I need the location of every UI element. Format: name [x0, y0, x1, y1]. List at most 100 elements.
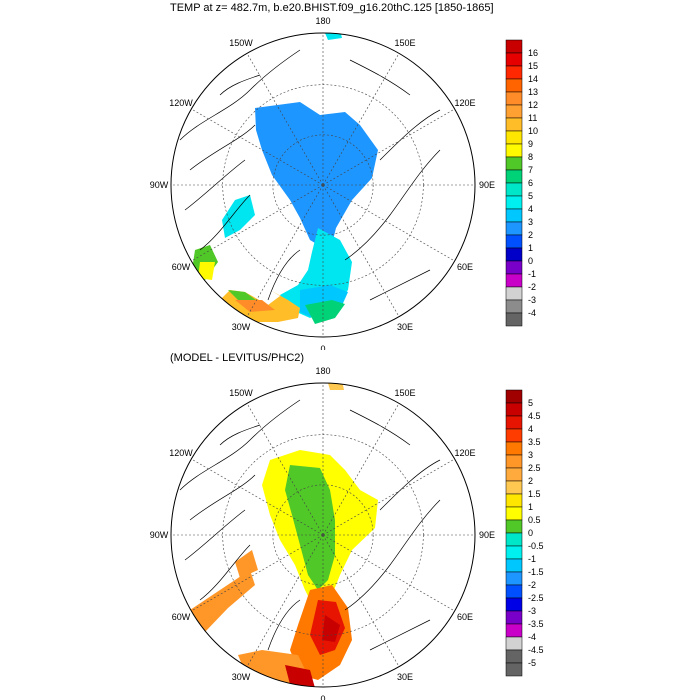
colorbar-tick-label: -0.5 — [528, 541, 544, 551]
latitude-circle — [272, 484, 374, 586]
colorbar-tick-label: -1.5 — [528, 567, 544, 577]
colorbar-tick-label: 3 — [528, 217, 533, 227]
colorbar-tick-label: 8 — [528, 152, 533, 162]
meridian-line — [246, 53, 324, 186]
coastline-segment — [199, 544, 251, 601]
coastline-segment — [179, 399, 301, 491]
colorbar-tick-label: -1 — [528, 554, 536, 564]
colorbar-swatch — [505, 156, 523, 171]
bottom-graticule — [171, 383, 475, 687]
colorbar-swatch — [505, 402, 523, 417]
colorbar-swatch — [505, 286, 523, 301]
coastline-segment — [189, 474, 256, 521]
top-graticule — [171, 33, 475, 337]
lon-label-90e: 90E — [479, 530, 495, 540]
meridian-line — [322, 108, 455, 186]
colorbar-swatch — [505, 91, 523, 106]
meridian-line — [191, 458, 324, 536]
coastline-segment — [369, 269, 431, 301]
coastline-segment — [379, 109, 441, 161]
meridian-line — [322, 534, 455, 612]
coastline-segment — [199, 194, 251, 251]
colorbar-tick-label: 7 — [528, 165, 533, 175]
meridian-line — [322, 184, 455, 262]
colorbar-tick-label: 0 — [528, 256, 533, 266]
lon-label-30w: 30W — [232, 322, 251, 332]
lon-label-150e: 150E — [394, 388, 415, 398]
colorbar-swatch — [505, 519, 523, 534]
colorbar-swatch — [505, 104, 523, 119]
colorbar-tick-label: 5 — [528, 398, 533, 408]
coastline-segment — [349, 59, 411, 96]
colorbar-tick-label: 2 — [528, 476, 533, 486]
green-field — [285, 465, 335, 590]
lon-label-180: 180 — [315, 366, 330, 376]
meridian-line — [191, 184, 324, 262]
colorbar-tick-label: -4 — [528, 308, 536, 318]
colorbar-tick-label: 4.5 — [528, 411, 541, 421]
colorbar-swatch — [505, 623, 523, 638]
colorbar-swatch — [505, 312, 523, 327]
lon-label-90w: 90W — [150, 530, 169, 540]
lon-label-180: 180 — [315, 16, 330, 26]
colorbar-swatch — [505, 415, 523, 430]
lon-label-120e: 120E — [455, 448, 476, 458]
meridian-line — [191, 534, 324, 612]
lon-label-60w: 60W — [172, 262, 191, 272]
colorbar-tick-label: -2 — [528, 282, 536, 292]
colorbar-swatch — [505, 247, 523, 262]
bottom-map-border — [170, 382, 476, 688]
coastline-segment — [267, 599, 301, 651]
colorbar-swatch — [505, 52, 523, 67]
colorbar-tick-label: 3.5 — [528, 437, 541, 447]
bottom-colorbar: 5 4.5 4 3.5 3 2.5 2 1.5 1 0.5 0 -0.5 -1 -1.5 -2 -2.5 -3 -… — [505, 389, 544, 677]
lon-label-60e: 60E — [457, 262, 473, 272]
lon-label-0: 0 — [320, 694, 325, 700]
latitude-circle — [272, 134, 374, 236]
lon-label-120e: 120E — [455, 98, 476, 108]
bottom-polar-map: 180 150E 120E 90E 60E 30E 0 30W 60W 90W 120W 150W 5 4… — [150, 366, 544, 700]
colorbar-tick-label: 6 — [528, 178, 533, 188]
coastline-segment — [179, 49, 301, 141]
lon-label-150w: 150W — [229, 388, 253, 398]
colorbar-swatch — [505, 195, 523, 210]
coastline-segment — [344, 149, 441, 261]
meridian-line — [191, 108, 324, 186]
coastline-segment — [349, 409, 411, 446]
colorbar-swatch — [505, 493, 523, 508]
colorbar-tick-label: 12 — [528, 100, 538, 110]
colorbar-tick-label: 14 — [528, 74, 538, 84]
colorbar-tick-label: 9 — [528, 139, 533, 149]
lon-label-90w: 90W — [150, 180, 169, 190]
meridian-line — [322, 184, 400, 317]
colorbar-swatch — [505, 610, 523, 625]
coastline-segment — [344, 499, 441, 611]
colorbar-swatch — [505, 221, 523, 236]
colorbar-tick-label: 2.5 — [528, 463, 541, 473]
lon-label-30e: 30E — [397, 672, 413, 682]
colorbar-tick-label: -3.5 — [528, 619, 544, 629]
lon-label-30w: 30W — [232, 672, 251, 682]
coastline-segment — [379, 459, 441, 511]
top-polar-map: 180150E120E90E60E30E030W60W90W120W150W16… — [150, 16, 538, 350]
colorbar-swatch — [505, 65, 523, 80]
colorbar-swatch — [505, 208, 523, 223]
meridian-line — [246, 184, 324, 317]
colorbar-swatch — [505, 532, 523, 547]
colorbar-tick-label: 10 — [528, 126, 538, 136]
lon-label-150w: 150W — [229, 38, 253, 48]
colorbar-tick-label: 16 — [528, 48, 538, 58]
meridian-line — [246, 534, 324, 667]
coastline-segment — [369, 619, 431, 651]
meridian-line — [322, 53, 400, 186]
lon-label-60e: 60E — [457, 612, 473, 622]
colorbar-tick-label: 13 — [528, 87, 538, 97]
colorbar-tick-label: 11 — [528, 113, 537, 123]
colorbar-tick-label: 1.5 — [528, 489, 541, 499]
lon-label-0: 0 — [320, 344, 325, 350]
colorbar-tick-label: -3 — [528, 606, 536, 616]
colorbar-tick-label: 3 — [528, 450, 533, 460]
colorbar-tick-label: 2 — [528, 230, 533, 240]
colorbar-swatch — [505, 506, 523, 521]
